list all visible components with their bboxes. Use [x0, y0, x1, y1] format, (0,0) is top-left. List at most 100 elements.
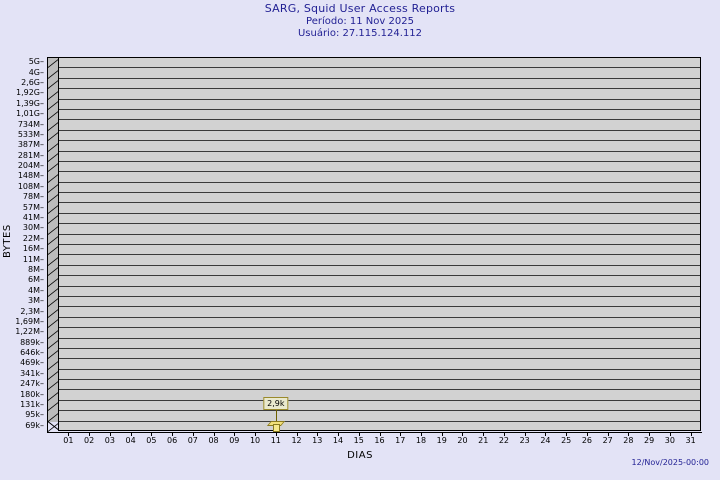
y-tick-mark: –: [40, 348, 44, 358]
y-tick-mark: –: [40, 140, 44, 150]
x-tick-text: 22: [498, 436, 510, 445]
y-tick-mark: –: [40, 150, 44, 160]
x-tick-text: 28: [623, 436, 634, 445]
plot-wall-foot: [47, 421, 59, 433]
x-axis-tick-label: 04: [120, 432, 142, 446]
y-tick-mark: –: [40, 88, 44, 98]
y-tick-mark: –: [40, 379, 44, 389]
y-tick-mark: –: [40, 202, 44, 212]
x-tick-mark: [338, 432, 340, 436]
y-axis-tick-label: 2,6G–: [21, 77, 44, 87]
x-tick-text: 04: [125, 436, 136, 445]
report-period: Período: 11 Nov 2025: [306, 16, 414, 27]
x-axis-tick-label: 07: [182, 432, 204, 446]
y-tick-mark: –: [40, 275, 44, 285]
gridline: [59, 119, 700, 121]
gridline: [59, 150, 700, 152]
gridline: [59, 389, 700, 391]
x-tick-mark: [317, 432, 319, 436]
x-tick-mark: [649, 432, 651, 436]
gridline: [59, 316, 700, 318]
y-axis-tick-label: 16M–: [22, 244, 44, 254]
y-tick-mark: –: [40, 77, 44, 87]
y-axis-tick-label: 22M–: [22, 233, 44, 243]
x-tick-text: 07: [187, 436, 198, 445]
x-axis-tick-label: 28: [617, 432, 639, 446]
y-tick-mark: –: [40, 67, 44, 77]
y-tick-mark: –: [40, 327, 44, 337]
x-tick-mark: [566, 432, 568, 436]
x-tick-mark: [628, 432, 630, 436]
x-tick-mark: [358, 432, 360, 436]
plot-left-wall: [47, 57, 59, 432]
gridline: [59, 420, 700, 422]
y-tick-mark: –: [40, 119, 44, 129]
x-axis-tick-label: 26: [576, 432, 598, 446]
x-tick-mark: [68, 432, 70, 436]
x-axis-tick-label: 30: [659, 432, 681, 446]
x-axis-tick-label: 12: [286, 432, 308, 446]
x-tick-text: 19: [436, 436, 447, 445]
y-axis-tick-label: 1,69M–: [15, 316, 44, 326]
gridline: [59, 347, 700, 349]
x-tick-mark: [172, 432, 174, 436]
x-axis-tick-label: 21: [472, 432, 494, 446]
x-tick-text: 31: [685, 436, 696, 445]
x-tick-text: 23: [519, 436, 530, 445]
y-axis-tick-label: 95k–: [25, 410, 44, 420]
x-axis-tick-label: 29: [638, 432, 660, 446]
y-axis-tick-label: 30M–: [22, 223, 44, 233]
y-tick-mark: –: [40, 57, 44, 67]
gridline: [59, 244, 700, 245]
gridline: [59, 140, 700, 142]
x-axis-tick-labels: 01 02 03 04 05 06 07 08 09 10 11 12 13 14 15 16 17 18 19 20…: [58, 432, 701, 450]
x-axis-tick-label: 11: [265, 432, 287, 446]
x-tick-text: 02: [84, 436, 95, 445]
x-axis-tick-label: 18: [410, 432, 432, 446]
y-axis-tick-label: 1,39G–: [15, 98, 44, 108]
y-axis-tick-label: 3M–: [28, 296, 44, 306]
x-tick-mark: [109, 432, 111, 436]
y-tick-mark: –: [40, 368, 44, 378]
report-title-block: SARG, Squid User Access Reports Período:…: [0, 3, 720, 40]
x-axis-tick-label: 19: [431, 432, 453, 446]
y-axis-tick-label: 469k–: [20, 358, 44, 368]
y-tick-mark: –: [40, 316, 44, 326]
x-tick-mark: [89, 432, 91, 436]
y-tick-mark: –: [40, 129, 44, 139]
y-axis-tick-label: 4G–: [28, 67, 44, 77]
x-tick-mark: [234, 432, 236, 436]
gridline: [59, 337, 700, 339]
x-axis-tick-label: 22: [493, 432, 515, 446]
x-tick-text: 17: [395, 436, 406, 445]
gridline: [59, 160, 700, 162]
x-tick-mark: [586, 432, 588, 436]
x-tick-mark: [130, 432, 132, 436]
y-tick-mark: –: [40, 109, 44, 119]
x-axis-tick-label: 17: [389, 432, 411, 446]
x-tick-mark: [275, 432, 277, 436]
y-axis-tick-label: 646k–: [20, 348, 44, 358]
x-axis-tick-label: 09: [223, 432, 245, 446]
gridline: [59, 275, 700, 277]
page-title: SARG, Squid User Access Reports: [264, 2, 456, 15]
x-axis-tick-label: 15: [348, 432, 370, 446]
y-tick-mark: –: [40, 410, 44, 420]
x-tick-mark: [462, 432, 464, 436]
gridline: [59, 129, 700, 131]
x-tick-text: 09: [229, 436, 240, 445]
y-axis-tick-label: 148M–: [17, 171, 44, 181]
x-tick-text: 27: [602, 436, 613, 445]
y-tick-mark: –: [40, 171, 44, 181]
plot-canvas: [58, 57, 701, 431]
gridline: [59, 379, 700, 381]
y-axis-tick-labels: 5G– 4G– 2,6G– 1,92G– 1,39G– 1,01G– 734M– 533M– 3…: [0, 48, 44, 440]
y-axis-tick-label: 78M–: [22, 192, 44, 202]
x-tick-mark: [690, 432, 692, 436]
y-axis-tick-label: 387M–: [17, 140, 44, 150]
gridline: [59, 254, 700, 256]
x-axis-tick-label: 05: [140, 432, 162, 446]
x-tick-mark: [420, 432, 422, 436]
x-tick-text: 13: [312, 436, 323, 445]
x-axis-tick-label: 13: [306, 432, 328, 446]
